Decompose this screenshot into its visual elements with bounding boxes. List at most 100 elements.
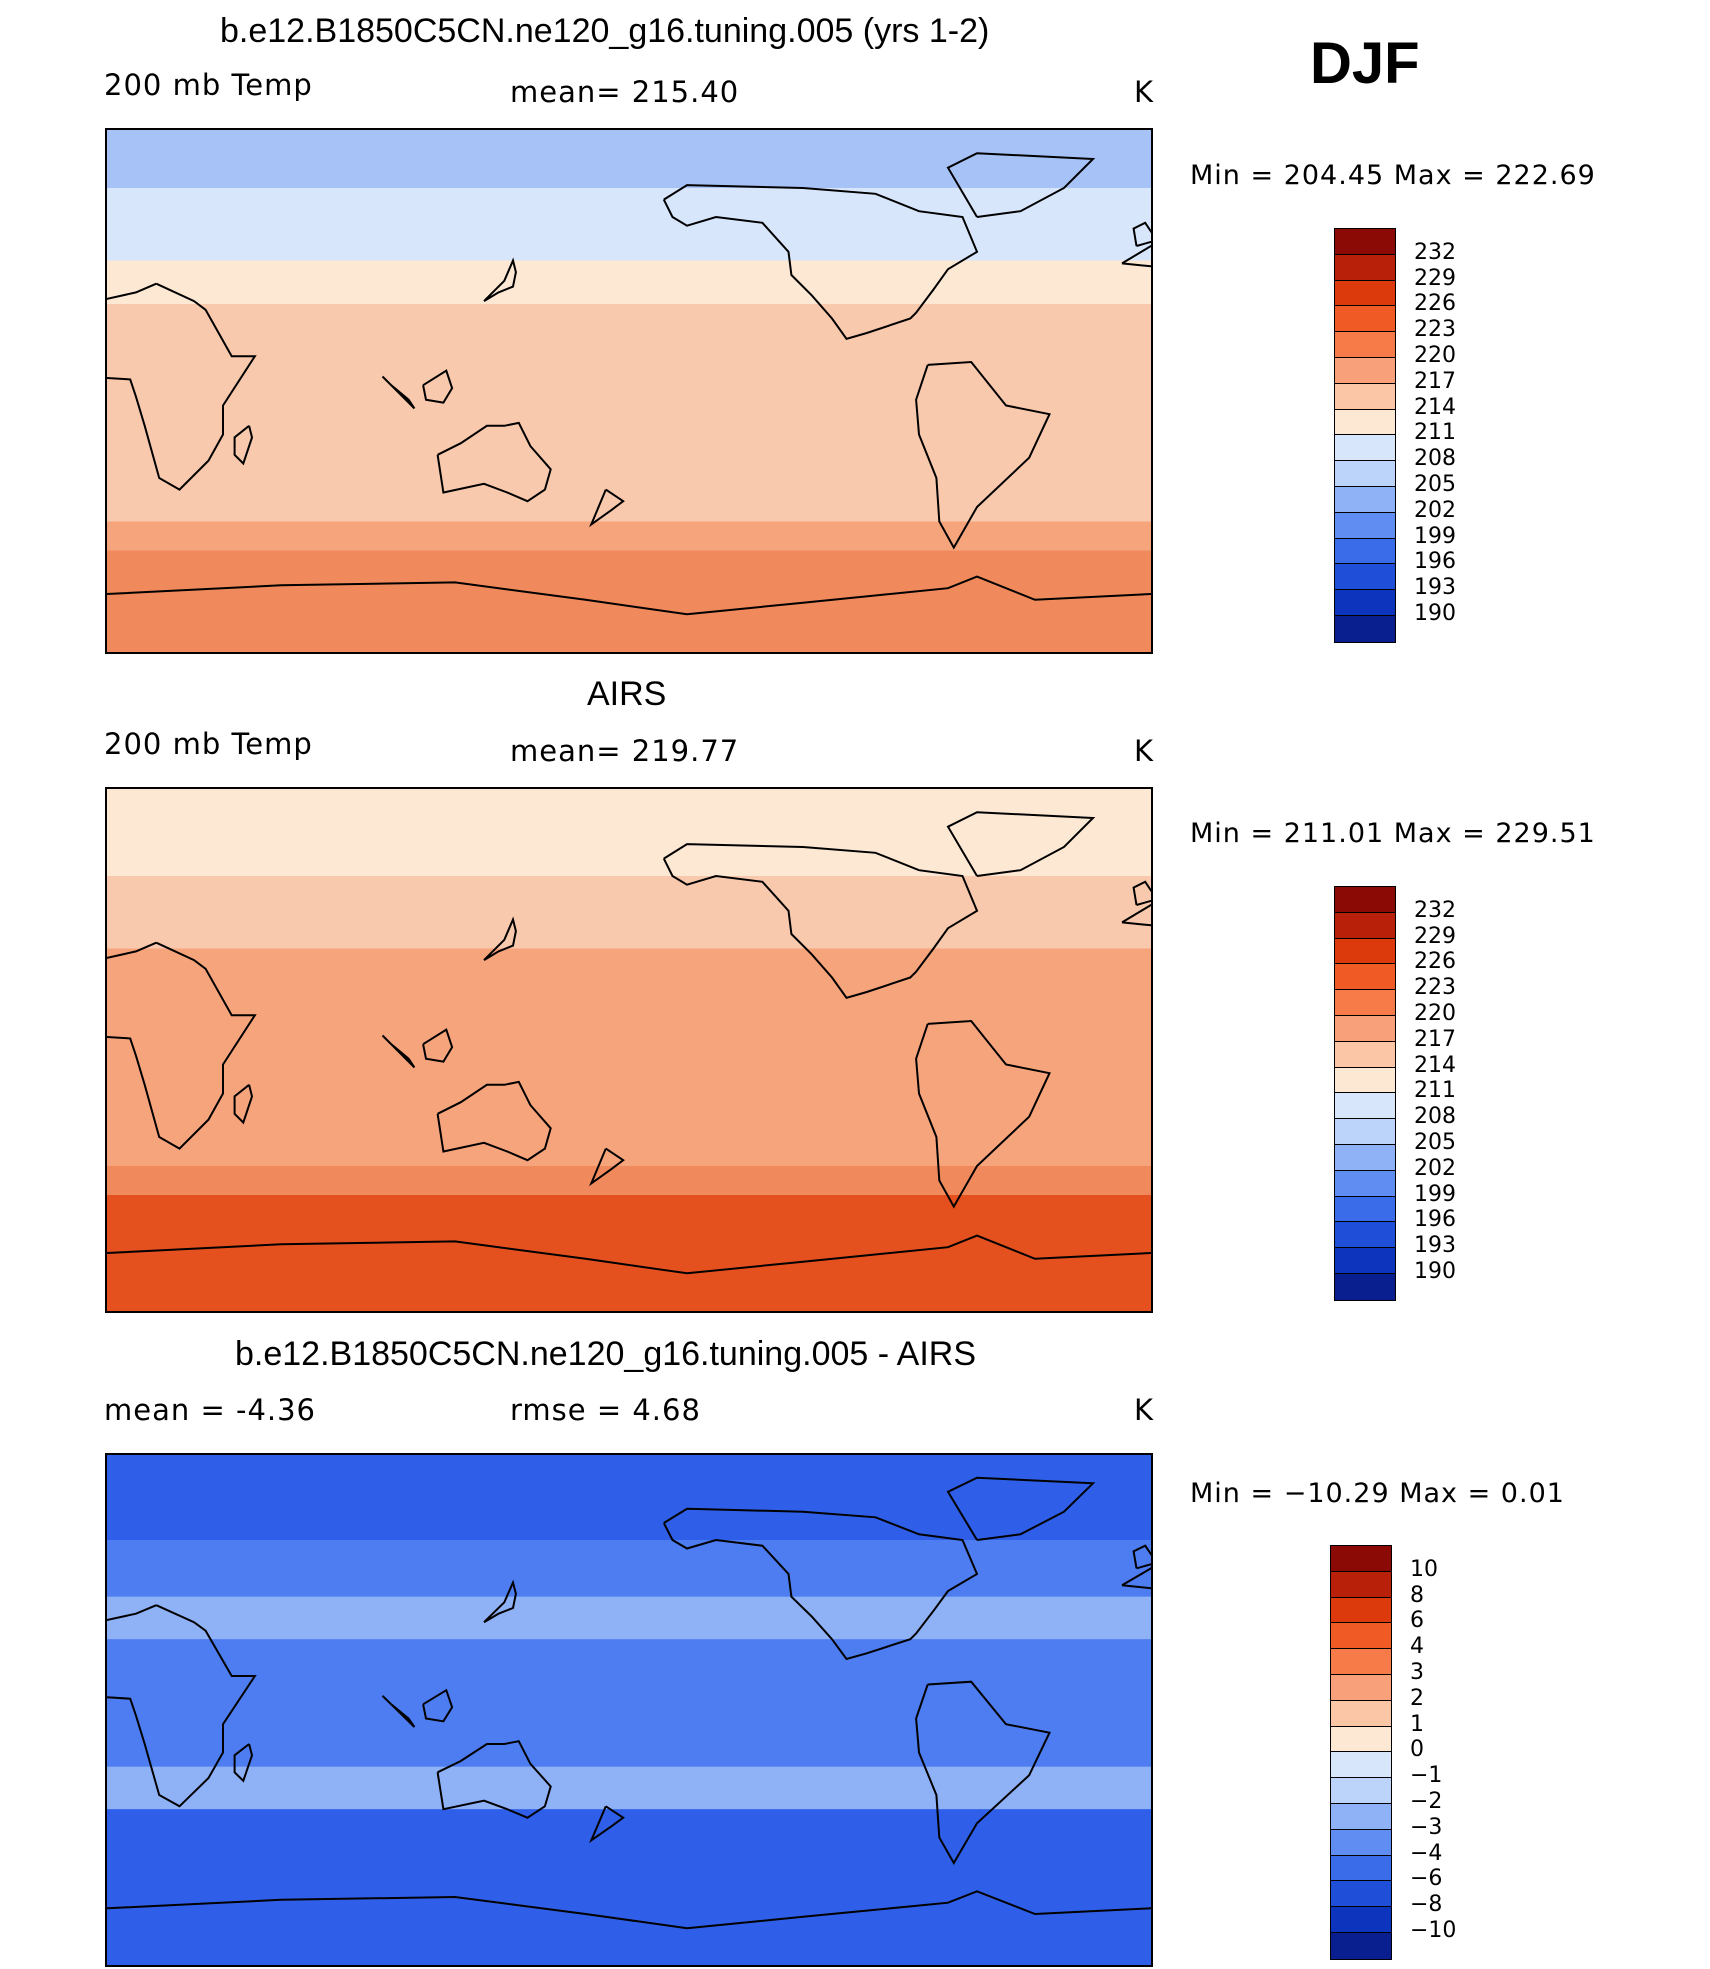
coastline-9 [422,1028,454,1063]
colorbar-tick-label: 232 [1414,239,1456,265]
coastline-1 [107,282,257,491]
colorbar-tick-label: 6 [1410,1608,1424,1634]
contour-band-1 [107,1455,1151,1541]
colorbar-tick-label: 199 [1414,1181,1456,1207]
colorbar-tick-label: 1 [1410,1711,1424,1737]
season-label: DJF [1310,31,1420,96]
colorbar-swatch [1331,1803,1391,1830]
colorbar-tick-label: 208 [1414,446,1456,472]
panel-1-map [105,128,1153,654]
colorbar-tick-label: −10 [1410,1918,1457,1943]
coastline-12 [233,425,254,466]
colorbar-swatch [1331,1700,1391,1727]
contour-band-3 [107,948,1151,1167]
colorbar-swatch [1335,280,1395,307]
colorbar-tick-label: 211 [1414,1078,1456,1104]
contour-band-5 [107,1195,1151,1311]
contour-band-3 [107,1596,1151,1641]
contour-band-4 [107,1639,1151,1768]
coastline-7 [107,1890,1151,1930]
colorbar-swatch [1335,1222,1395,1249]
colorbar-swatch [1335,564,1395,591]
colorbar-tick-label: 10 [1410,1556,1438,1582]
colorbar-swatch [1331,1778,1391,1804]
colorbar-tick-label: −2 [1410,1789,1443,1814]
coastline-13 [1132,221,1151,247]
coastline-4 [662,184,979,340]
coastline-8 [483,916,517,961]
colorbar-tick-label: 190 [1414,601,1456,626]
colorbar-swatch [1335,1196,1395,1223]
coastline-11 [589,1805,625,1844]
contour-band-5 [107,1766,1151,1811]
colorbar-tick-label: 190 [1414,1259,1456,1284]
colorbar-tick-label: −4 [1410,1840,1443,1866]
contour-band-5 [107,521,1151,552]
contour-band-2 [107,1540,1151,1598]
colorbar-tick-label: 4 [1410,1634,1424,1660]
colorbar-tick-label: 205 [1414,1130,1456,1155]
panel-1-minmax: Min = 204.45 Max = 222.69 [1190,160,1596,191]
coastline-1 [107,941,257,1150]
colorbar-swatch [1335,990,1395,1016]
colorbar-swatch [1335,1273,1395,1300]
coastline-3 [436,1740,552,1819]
contour-band-1 [107,789,1151,877]
colorbar-swatch [1335,512,1395,539]
colorbar-tick-label: −3 [1410,1814,1443,1840]
coastline-12 [233,1743,254,1783]
colorbar-swatch [1331,1546,1391,1572]
contour-band-4 [107,304,1151,523]
colorbar-swatch [1331,1726,1391,1753]
panel-1-title: b.e12.B1850C5CN.ne120_g16.tuning.005 (yr… [220,12,990,50]
colorbar-swatch [1335,964,1395,991]
colorbar-tick-label: 229 [1414,923,1456,949]
colorbar-tick-label: 223 [1414,975,1456,1001]
colorbar-tick-label: 208 [1414,1104,1456,1130]
panel-3-title: b.e12.B1850C5CN.ne120_g16.tuning.005 - A… [235,1335,976,1373]
coastline-13 [1132,880,1151,906]
panel-1-map-svg [107,130,1151,652]
colorbar-swatch [1331,1623,1391,1650]
colorbar-swatch [1331,1829,1391,1856]
colorbar-swatch [1331,1907,1391,1933]
colorbar-3 [1330,1545,1392,1960]
colorbar-tick-label: 214 [1414,1052,1456,1078]
coastline-11 [589,1147,625,1187]
panel-2-title: AIRS [587,675,667,713]
coastline-11 [589,488,625,528]
coastline-3 [436,1080,552,1162]
contour-band-4 [107,1166,1151,1196]
panel-2-variable-label: 200 mb Temp [104,727,313,761]
contour-band-1 [107,130,1151,189]
colorbar-swatch [1335,254,1395,281]
colorbar-swatch [1335,1067,1395,1094]
colorbar-swatch [1331,1674,1391,1701]
colorbar-swatch [1335,1170,1395,1197]
colorbar-tick-label: 217 [1414,368,1456,394]
colorbar-swatch [1335,486,1395,513]
colorbar-swatch [1331,1571,1391,1598]
coastline-6 [946,152,1096,218]
coastline-5 [915,1019,1051,1209]
colorbar-swatch [1335,590,1395,616]
contour-band-6 [107,550,1151,652]
colorbar-tick-label: 193 [1414,1233,1456,1259]
panel-2-units: K [1134,734,1155,768]
colorbar-swatch [1335,306,1395,333]
colorbar-tick-label: 8 [1410,1582,1424,1608]
panel-2-map [105,787,1153,1313]
colorbar-swatch [1331,1649,1391,1675]
colorbar-tick-label: 211 [1414,420,1456,446]
colorbar-swatch [1331,1881,1391,1908]
colorbar-tick-label: 214 [1414,394,1456,420]
colorbar-tick-label: 0 [1410,1737,1424,1763]
colorbar-tick-label: 196 [1414,1207,1456,1233]
colorbar-tick-label: 229 [1414,265,1456,291]
panel-2-map-svg [107,789,1151,1311]
colorbar-swatch [1335,912,1395,939]
panel-3-map [105,1453,1153,1967]
coastline-4 [662,843,979,999]
coastline-1 [107,1604,257,1808]
colorbar-tick-label: 226 [1414,949,1456,975]
